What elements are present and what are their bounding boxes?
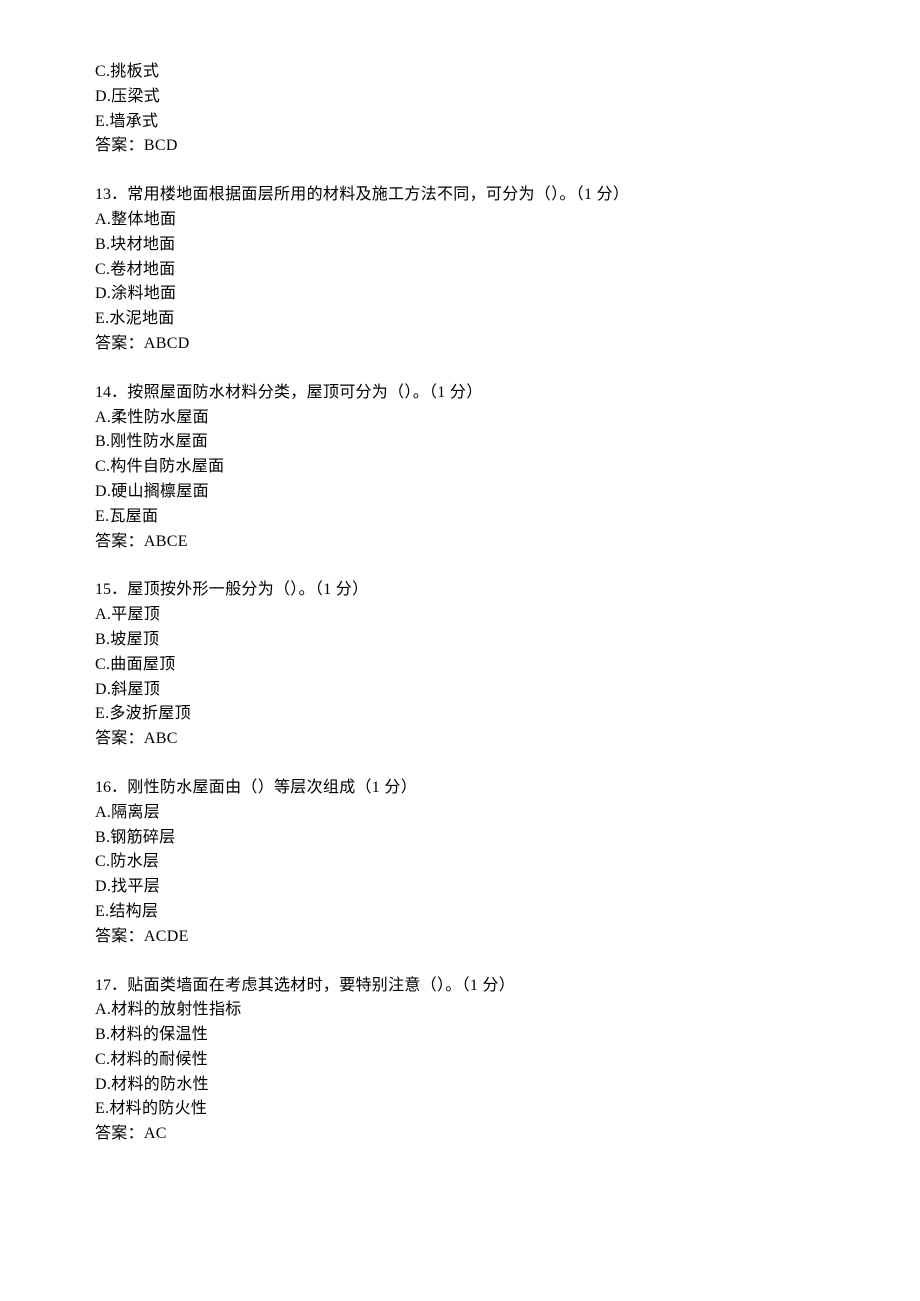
question-stem: 17．贴面类墙面在考虑其选材时，要特别注意（）。（1 分）: [95, 974, 830, 999]
answer-text: 答案：ABC: [95, 727, 830, 752]
option-text: E.墙承式: [95, 110, 830, 135]
option-text: C.防水层: [95, 850, 830, 875]
option-text: D.斜屋顶: [95, 678, 830, 703]
question-14: 14．按照屋面防水材料分类，屋顶可分为（）。（1 分） A.柔性防水屋面 B.刚…: [95, 381, 830, 555]
option-text: B.材料的保温性: [95, 1023, 830, 1048]
question-number: 15: [95, 581, 111, 598]
option-text: A.整体地面: [95, 208, 830, 233]
question-13: 13．常用楼地面根据面层所用的材料及施工方法不同，可分为（）。（1 分） A.整…: [95, 183, 830, 357]
option-text: B.块材地面: [95, 233, 830, 258]
option-text: E.水泥地面: [95, 307, 830, 332]
option-text: A.材料的放射性指标: [95, 998, 830, 1023]
question-stem: 13．常用楼地面根据面层所用的材料及施工方法不同，可分为（）。（1 分）: [95, 183, 830, 208]
option-text: D.找平层: [95, 875, 830, 900]
option-text: E.结构层: [95, 900, 830, 925]
option-text: D.涂料地面: [95, 282, 830, 307]
question-17: 17．贴面类墙面在考虑其选材时，要特别注意（）。（1 分） A.材料的放射性指标…: [95, 974, 830, 1148]
option-text: B.钢筋碎层: [95, 826, 830, 851]
option-text: D.材料的防水性: [95, 1073, 830, 1098]
question-number: 17: [95, 977, 111, 994]
option-text: B.刚性防水屋面: [95, 430, 830, 455]
question-stem: 14．按照屋面防水材料分类，屋顶可分为（）。（1 分）: [95, 381, 830, 406]
question-text: ．刚性防水屋面由（）等层次组成（1 分）: [111, 779, 417, 796]
answer-text: 答案：ABCD: [95, 332, 830, 357]
answer-text: 答案：BCD: [95, 134, 830, 159]
question-number: 14: [95, 384, 111, 401]
question-text: ．常用楼地面根据面层所用的材料及施工方法不同，可分为（）。（1 分）: [111, 186, 629, 203]
option-text: A.隔离层: [95, 801, 830, 826]
answer-text: 答案：ACDE: [95, 925, 830, 950]
question-16: 16．刚性防水屋面由（）等层次组成（1 分） A.隔离层 B.钢筋碎层 C.防水…: [95, 776, 830, 950]
question-text: ．贴面类墙面在考虑其选材时，要特别注意（）。（1 分）: [111, 977, 515, 994]
option-text: D.压梁式: [95, 85, 830, 110]
question-number: 16: [95, 779, 111, 796]
question-stem: 15．屋顶按外形一般分为（）。（1 分）: [95, 578, 830, 603]
option-text: D.硬山搁檩屋面: [95, 480, 830, 505]
option-text: E.材料的防火性: [95, 1097, 830, 1122]
option-text: C.构件自防水屋面: [95, 455, 830, 480]
question-15: 15．屋顶按外形一般分为（）。（1 分） A.平屋顶 B.坡屋顶 C.曲面屋顶 …: [95, 578, 830, 752]
question-text: ．按照屋面防水材料分类，屋顶可分为（）。（1 分）: [111, 384, 483, 401]
answer-text: 答案：ABCE: [95, 530, 830, 555]
option-text: B.坡屋顶: [95, 628, 830, 653]
option-text: C.材料的耐候性: [95, 1048, 830, 1073]
option-text: A.平屋顶: [95, 603, 830, 628]
option-text: C.挑板式: [95, 60, 830, 85]
question-stem: 16．刚性防水屋面由（）等层次组成（1 分）: [95, 776, 830, 801]
option-text: E.多波折屋顶: [95, 702, 830, 727]
answer-text: 答案：AC: [95, 1122, 830, 1147]
option-text: C.卷材地面: [95, 258, 830, 283]
option-text: E.瓦屋面: [95, 505, 830, 530]
question-12-tail: C.挑板式 D.压梁式 E.墙承式 答案：BCD: [95, 60, 830, 159]
option-text: C.曲面屋顶: [95, 653, 830, 678]
question-number: 13: [95, 186, 111, 203]
option-text: A.柔性防水屋面: [95, 406, 830, 431]
question-text: ．屋顶按外形一般分为（）。（1 分）: [111, 581, 368, 598]
